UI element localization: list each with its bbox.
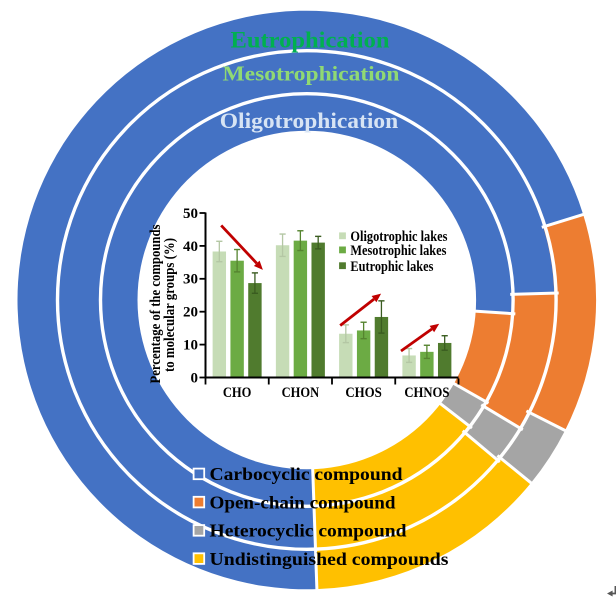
svg-text:CHO: CHO [223, 385, 252, 401]
svg-text:Eutrophication: Eutrophication [231, 28, 390, 53]
svg-text:40: 40 [183, 239, 198, 255]
svg-text:CHNOS: CHNOS [404, 385, 449, 401]
svg-text:Eutrophic lakes: Eutrophic lakes [350, 259, 433, 275]
svg-text:50: 50 [183, 206, 198, 222]
svg-text:Oligotrophic lakes: Oligotrophic lakes [350, 229, 447, 245]
svg-text:Mesotrophic lakes: Mesotrophic lakes [350, 243, 446, 259]
svg-text:10: 10 [183, 338, 198, 354]
svg-text:CHOS: CHOS [345, 385, 382, 401]
svg-text:0: 0 [191, 370, 199, 386]
svg-text:Percentage of the compounds: Percentage of the compounds [148, 224, 164, 383]
svg-text:Mesotrophication: Mesotrophication [223, 62, 400, 86]
svg-text:to molecular groups (%): to molecular groups (%) [162, 238, 178, 372]
svg-text:Undistinguished compounds: Undistinguished compounds [210, 549, 449, 569]
svg-text:Open-chain compound: Open-chain compound [210, 492, 396, 512]
svg-text:Oligotrophication: Oligotrophication [220, 108, 399, 133]
svg-text:Carbocyclic compound: Carbocyclic compound [210, 464, 403, 484]
svg-text:Heterocyclic compound: Heterocyclic compound [210, 521, 407, 541]
svg-text:20: 20 [183, 305, 198, 321]
svg-text:30: 30 [183, 272, 198, 288]
svg-text:CHON: CHON [282, 385, 320, 401]
